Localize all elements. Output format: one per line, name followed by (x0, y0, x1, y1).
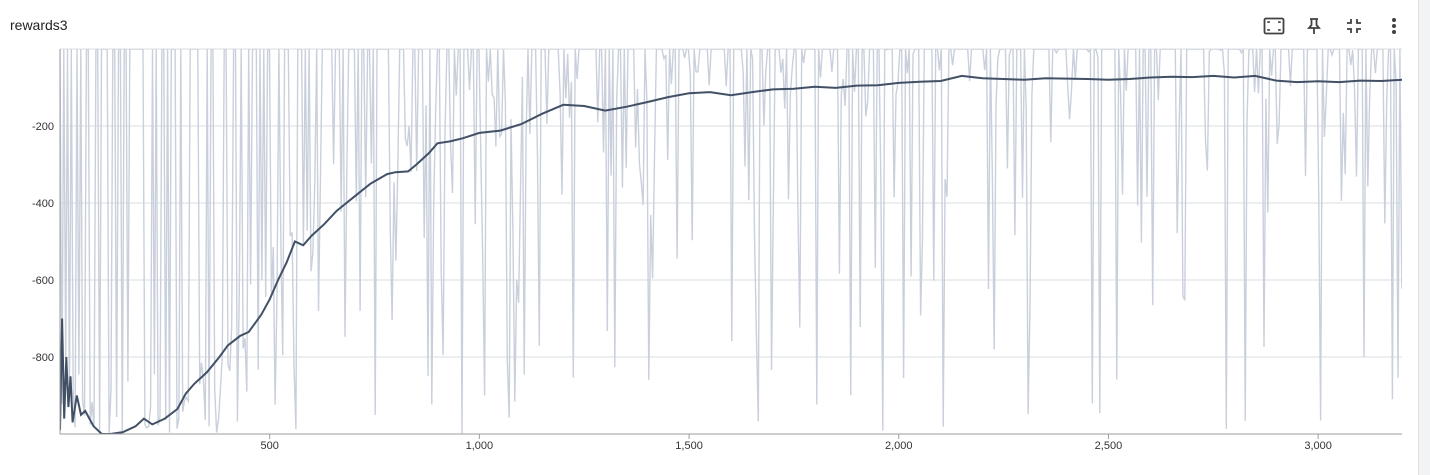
raw-series-line (60, 49, 1402, 434)
x-tick-label: 2,500 (1095, 440, 1123, 452)
pin-button[interactable] (1300, 12, 1328, 40)
x-tick-label: 500 (261, 440, 279, 452)
x-tick-label: 1,000 (466, 440, 494, 452)
more-options-button[interactable] (1380, 12, 1408, 40)
more-vert-icon (1392, 18, 1396, 34)
y-tick-label: -400 (32, 198, 54, 210)
y-tick-label: -800 (32, 352, 54, 364)
fit-domain-icon (1263, 17, 1285, 35)
collapse-button[interactable] (1340, 12, 1368, 40)
y-tick-label: -600 (32, 275, 54, 287)
pin-icon (1307, 18, 1321, 34)
fit-domain-button[interactable] (1260, 12, 1288, 40)
x-tick-label: 2,000 (885, 440, 913, 452)
x-tick-label: 3,000 (1304, 440, 1332, 452)
collapse-icon (1347, 19, 1361, 33)
y-tick-label: -200 (32, 121, 54, 133)
chart-title: rewards3 (10, 17, 68, 33)
smoothed-series-line (60, 74, 1402, 434)
x-tick-label: 1,500 (675, 440, 703, 452)
